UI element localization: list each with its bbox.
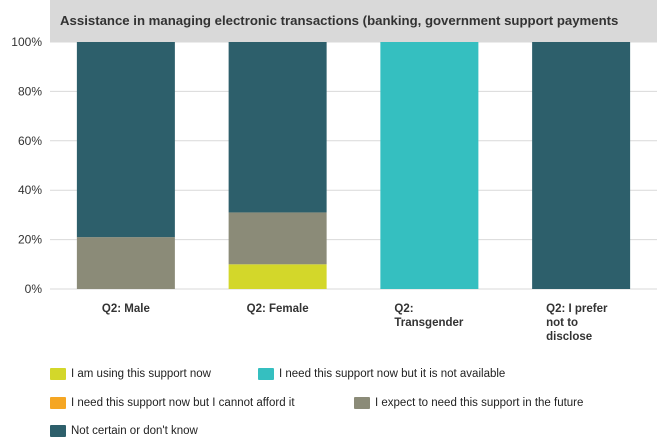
bar-segment: [76, 237, 175, 289]
y-tick-label: 100%: [11, 35, 42, 49]
x-tick-label: Q2: Transgender: [394, 303, 464, 329]
bar-segment: [532, 42, 631, 289]
bar-segment: [76, 42, 175, 238]
y-tick-label: 0%: [25, 282, 43, 296]
x-tick-label: Q2: I prefer not to disclose: [546, 303, 608, 343]
bar-segment: [228, 264, 327, 289]
bar-segment: [228, 212, 327, 265]
y-tick-label: 20%: [18, 233, 42, 247]
y-tick-label: 40%: [18, 183, 42, 197]
x-tick-label: Q2: Male: [102, 303, 150, 315]
y-tick-label: 80%: [18, 84, 42, 98]
chart-title-band: Assistance in managing electronic transa…: [50, 0, 657, 42]
chart-title: Assistance in managing electronic transa…: [60, 13, 619, 28]
bar-segment: [228, 42, 327, 213]
y-tick-label: 60%: [18, 134, 42, 148]
x-tick-label: Q2: Female: [247, 303, 309, 315]
bar-segment: [380, 42, 479, 289]
